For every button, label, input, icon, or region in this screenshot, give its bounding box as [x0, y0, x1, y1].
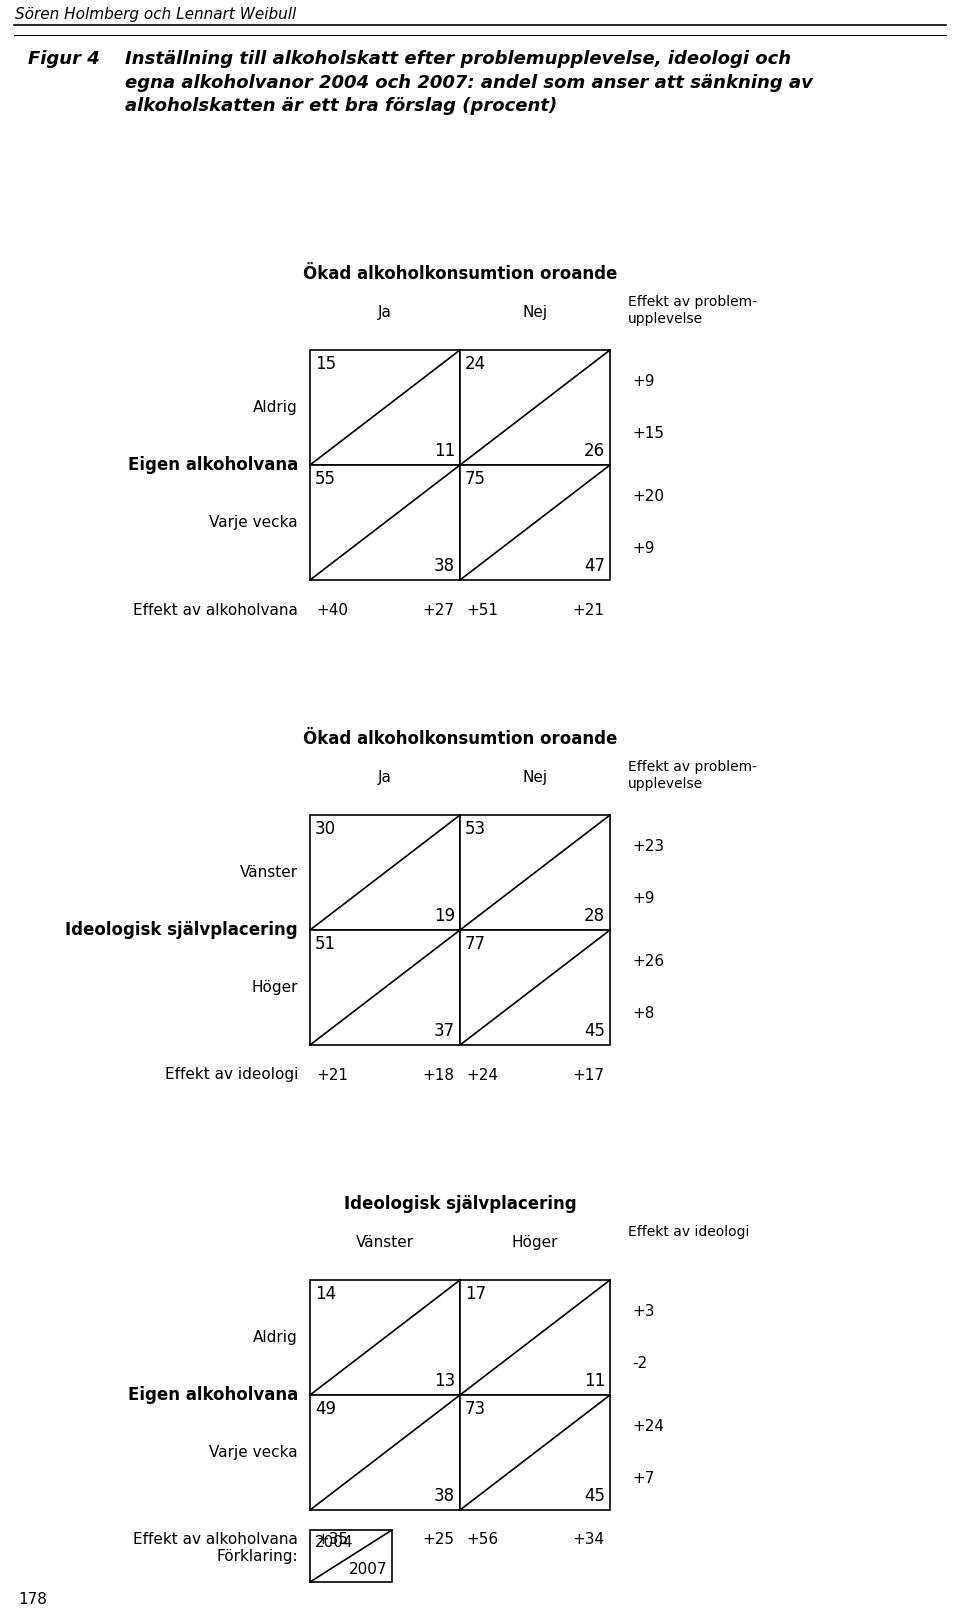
- Text: 2004: 2004: [315, 1535, 353, 1550]
- Text: 73: 73: [465, 1400, 486, 1417]
- Text: +34: +34: [572, 1532, 604, 1547]
- Text: Effekt av ideologi: Effekt av ideologi: [628, 1225, 750, 1239]
- Text: +17: +17: [572, 1068, 604, 1082]
- Text: 17: 17: [465, 1285, 486, 1302]
- Text: +9: +9: [632, 374, 655, 388]
- Text: Inställning till alkoholskatt efter problemupplevelse, ideologi och
egna alkohol: Inställning till alkoholskatt efter prob…: [125, 50, 813, 115]
- Bar: [460, 1280, 610, 1395]
- Bar: [310, 1531, 392, 1582]
- Text: Ja: Ja: [378, 770, 392, 785]
- Text: +9: +9: [632, 892, 655, 906]
- Text: 19: 19: [434, 908, 455, 925]
- Text: 53: 53: [465, 820, 486, 838]
- Bar: [460, 464, 610, 579]
- Text: -2: -2: [632, 1356, 647, 1372]
- Text: +3: +3: [632, 1304, 655, 1319]
- Text: 49: 49: [315, 1400, 336, 1417]
- Text: 14: 14: [315, 1285, 336, 1302]
- Text: Effekt av alkoholvana: Effekt av alkoholvana: [133, 1532, 298, 1547]
- Bar: [310, 1280, 460, 1395]
- Text: 26: 26: [584, 442, 605, 460]
- Text: 77: 77: [465, 935, 486, 953]
- Bar: [460, 815, 610, 930]
- Text: 37: 37: [434, 1023, 455, 1040]
- Text: 13: 13: [434, 1372, 455, 1390]
- Text: +24: +24: [466, 1068, 498, 1082]
- Text: Aldrig: Aldrig: [253, 1330, 298, 1345]
- Text: 2007: 2007: [348, 1561, 387, 1578]
- Text: 38: 38: [434, 1487, 455, 1505]
- Text: 55: 55: [315, 469, 336, 489]
- Text: Eigen alkoholvana: Eigen alkoholvana: [128, 456, 298, 474]
- Text: Vänster: Vänster: [356, 1235, 414, 1251]
- Text: 38: 38: [434, 557, 455, 574]
- Bar: [460, 930, 610, 1045]
- Text: +15: +15: [632, 427, 664, 442]
- Text: +51: +51: [466, 602, 498, 618]
- Text: 75: 75: [465, 469, 486, 489]
- Text: 47: 47: [584, 557, 605, 574]
- Text: Förklaring:: Förklaring:: [216, 1548, 298, 1563]
- Text: Effekt av problem-
upplevelse: Effekt av problem- upplevelse: [628, 760, 757, 791]
- Bar: [310, 815, 460, 930]
- Text: Ideologisk självplacering: Ideologisk självplacering: [344, 1196, 576, 1214]
- Text: Figur 4: Figur 4: [28, 50, 100, 68]
- Text: Varje vecka: Varje vecka: [209, 1445, 298, 1459]
- Text: +40: +40: [316, 602, 348, 618]
- Bar: [460, 1395, 610, 1510]
- Text: Ökad alkoholkonsumtion oroande: Ökad alkoholkonsumtion oroande: [302, 265, 617, 283]
- Text: Eigen alkoholvana: Eigen alkoholvana: [128, 1387, 298, 1404]
- Text: Sören Holmberg och Lennart Weibull: Sören Holmberg och Lennart Weibull: [15, 6, 297, 21]
- Bar: [310, 930, 460, 1045]
- Text: +23: +23: [632, 838, 664, 854]
- Text: +26: +26: [632, 953, 664, 969]
- Text: +27: +27: [422, 602, 454, 618]
- Text: +56: +56: [466, 1532, 498, 1547]
- Text: 15: 15: [315, 354, 336, 374]
- Text: Effekt av problem-
upplevelse: Effekt av problem- upplevelse: [628, 294, 757, 327]
- Text: +24: +24: [632, 1419, 664, 1434]
- Text: Ideologisk självplacering: Ideologisk självplacering: [65, 921, 298, 938]
- Text: +35: +35: [316, 1532, 348, 1547]
- Text: +25: +25: [422, 1532, 454, 1547]
- Text: +21: +21: [572, 602, 604, 618]
- Text: Nej: Nej: [522, 770, 547, 785]
- Text: +21: +21: [316, 1068, 348, 1082]
- Text: Ökad alkoholkonsumtion oroande: Ökad alkoholkonsumtion oroande: [302, 730, 617, 748]
- Text: 24: 24: [465, 354, 486, 374]
- Text: 28: 28: [584, 908, 605, 925]
- Bar: [460, 349, 610, 464]
- Text: 51: 51: [315, 935, 336, 953]
- Text: Höger: Höger: [252, 981, 298, 995]
- Bar: [310, 349, 460, 464]
- Text: Höger: Höger: [512, 1235, 559, 1251]
- Text: +7: +7: [632, 1471, 655, 1487]
- Text: +18: +18: [422, 1068, 454, 1082]
- Text: Effekt av ideologi: Effekt av ideologi: [164, 1068, 298, 1082]
- Bar: [310, 464, 460, 579]
- Text: 11: 11: [434, 442, 455, 460]
- Text: 45: 45: [584, 1487, 605, 1505]
- Text: 178: 178: [18, 1592, 47, 1608]
- Text: Nej: Nej: [522, 306, 547, 320]
- Text: 45: 45: [584, 1023, 605, 1040]
- Text: 11: 11: [584, 1372, 605, 1390]
- Text: Vänster: Vänster: [240, 866, 298, 880]
- Text: Ja: Ja: [378, 306, 392, 320]
- Bar: [310, 1395, 460, 1510]
- Text: +8: +8: [632, 1006, 655, 1021]
- Text: Varje vecka: Varje vecka: [209, 515, 298, 531]
- Text: +20: +20: [632, 489, 664, 503]
- Text: Aldrig: Aldrig: [253, 400, 298, 414]
- Text: +9: +9: [632, 542, 655, 557]
- Text: Effekt av alkoholvana: Effekt av alkoholvana: [133, 602, 298, 618]
- Text: 30: 30: [315, 820, 336, 838]
